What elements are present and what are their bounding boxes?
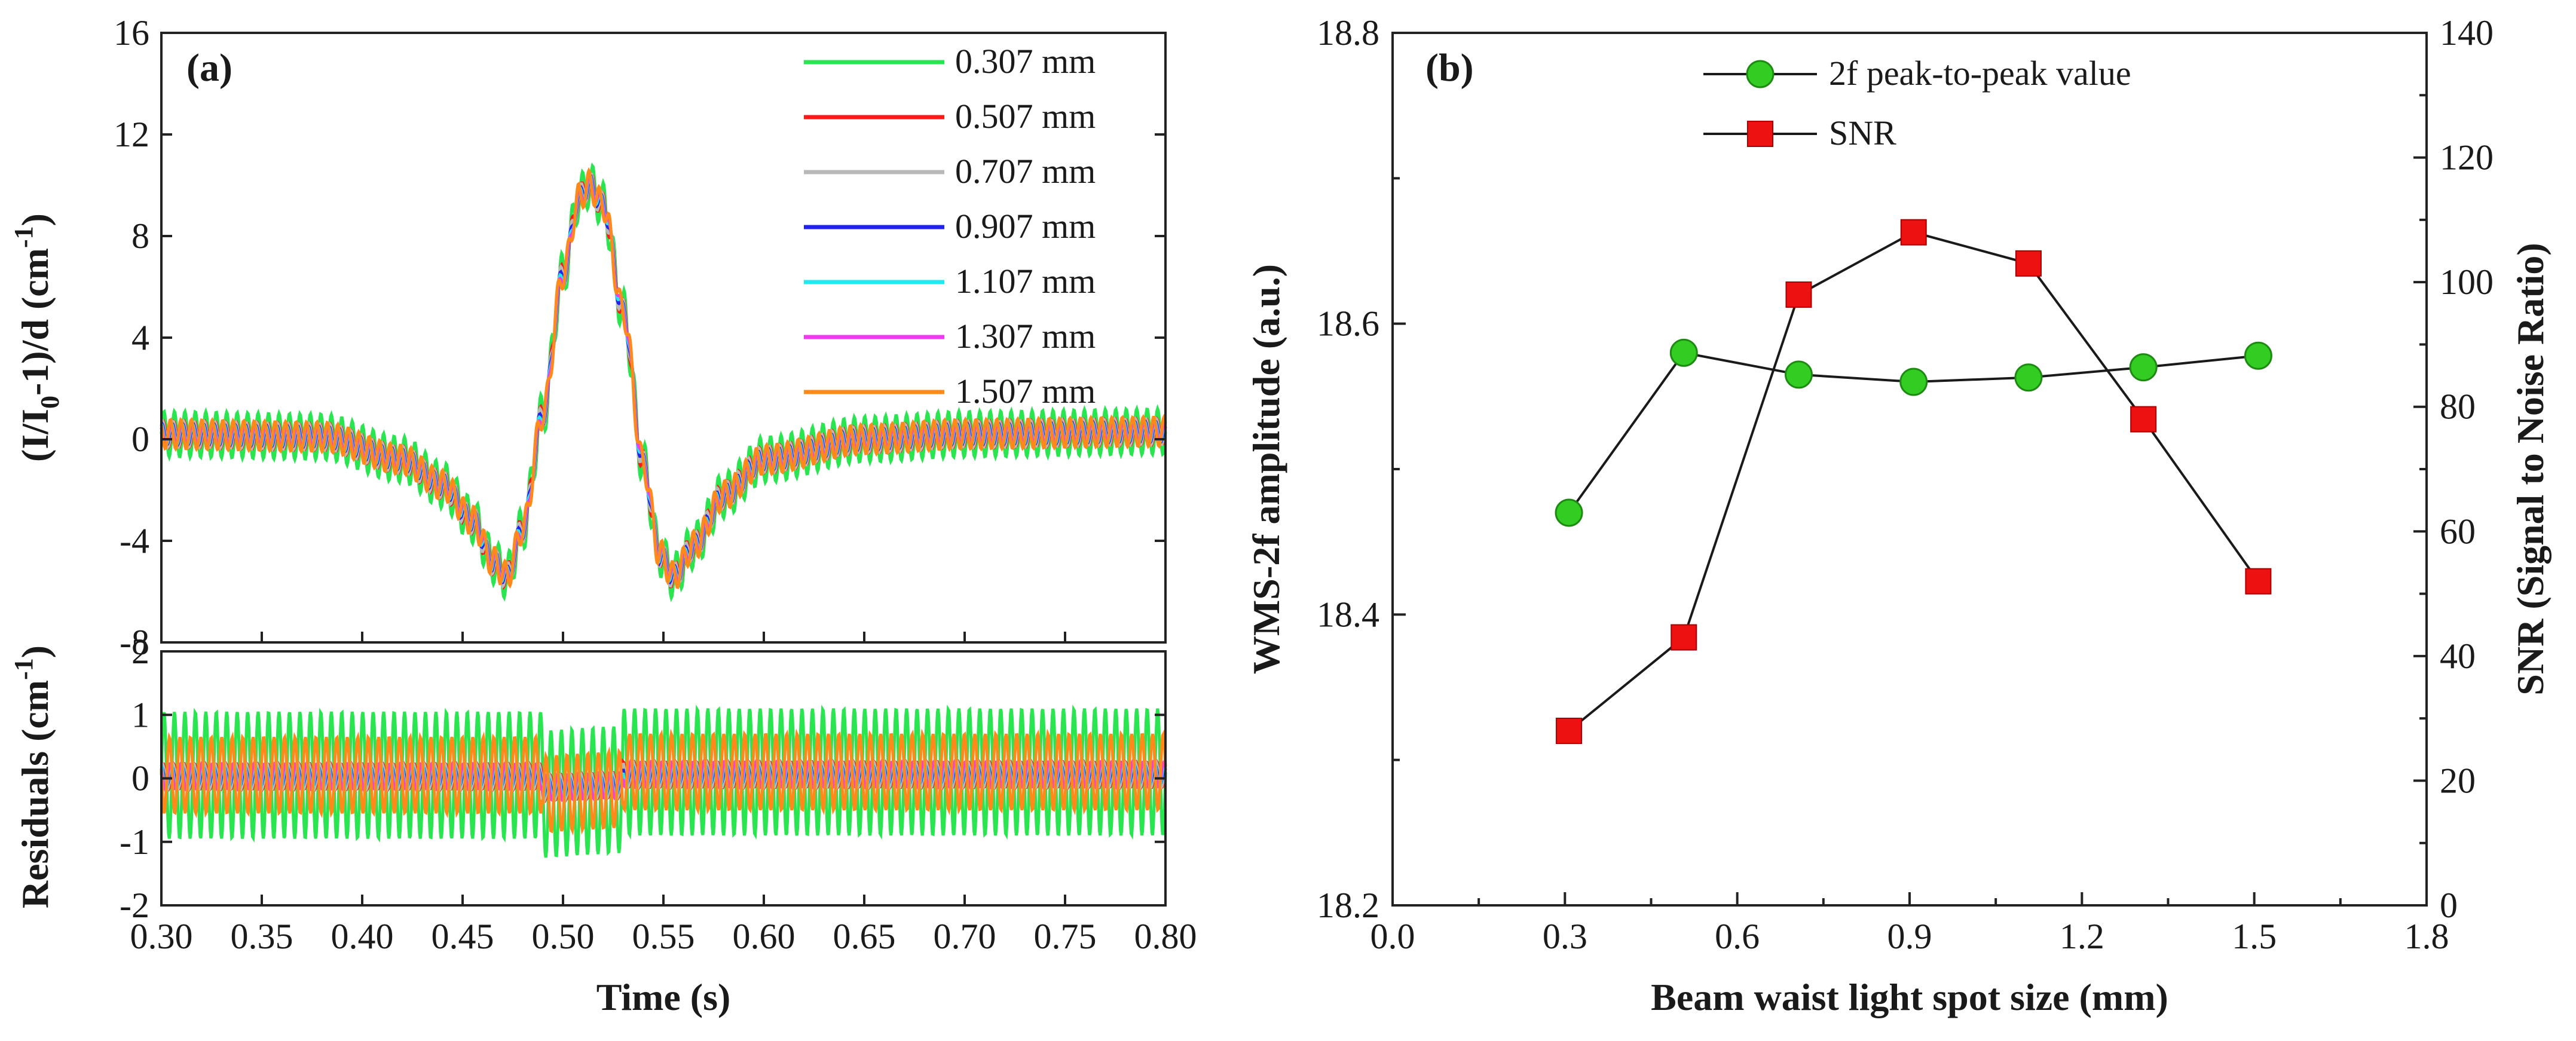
b-xtick-label: 0.9 (1887, 917, 1932, 956)
legend-marker-square (1747, 121, 1773, 147)
b-ytick-right-label: 40 (2440, 636, 2476, 676)
a-bottom-xtick-label: 0.35 (231, 917, 293, 956)
panel-a-top-series (160, 162, 1167, 602)
a-top-ytick-label: 4 (131, 318, 149, 357)
a-bottom-ytick-label: -2 (120, 886, 149, 925)
a-top-ytick-label: 8 (131, 216, 149, 256)
b-point-2f (2014, 363, 2043, 392)
b-point-snr (2015, 250, 2042, 277)
a-bottom-ytick-label: 1 (131, 695, 149, 734)
panel-a-legend: 0.307 mm 0.507 mm 0.707 mm 0.907 mm 1.107 mm… (804, 42, 1096, 411)
b-ytick-left-label: 18.8 (1317, 13, 1379, 53)
legend-label: 1.107 mm (955, 262, 1096, 301)
panel-b-xlabel: Beam waist light spot size (mm) (1651, 976, 2168, 1018)
panel-a-bottom-ylabel: Residuals (cm-1) (9, 645, 56, 908)
a-top-ytick-label: -4 (120, 521, 149, 561)
b-ytick-right-label: 20 (2440, 761, 2476, 800)
panel-b-legend: 2f peak-to-peak value SNR (1703, 54, 2131, 152)
b-point-2f (2244, 341, 2272, 370)
b-xtick-label: 1.2 (2060, 917, 2104, 956)
b-ytick-right-label: 0 (2440, 886, 2458, 925)
panel-a-xlabel: Time (s) (596, 976, 731, 1018)
b-point-snr (1785, 281, 1812, 308)
a-bottom-ytick-label: 0 (131, 759, 149, 798)
b-ytick-left-label: 18.2 (1317, 886, 1379, 925)
panel-b-ylabel-right: SNR (Signal to Noise Ratio) (2509, 243, 2551, 695)
a-bottom-xtick-label: 0.65 (833, 917, 896, 956)
panel-b-label: (b) (1425, 46, 1474, 90)
b-point-snr (1556, 718, 1583, 744)
b-point-snr (1900, 219, 1927, 246)
a-bottom-xtick-label: 0.75 (1034, 917, 1097, 956)
panel-a-bottom-series (160, 705, 1167, 858)
b-ytick-right-label: 60 (2440, 512, 2476, 551)
legend-label: SNR (1829, 114, 1896, 152)
b-ytick-right-label: 120 (2440, 138, 2494, 177)
legend-label: 0.307 mm (955, 42, 1096, 81)
b-ytick-right-label: 80 (2440, 387, 2476, 427)
a-bottom-series-line (160, 728, 1167, 836)
b-point-2f (1555, 498, 1583, 527)
b-point-2f (1785, 360, 1813, 389)
b-point-2f (1669, 338, 1698, 367)
panel-a-label: (a) (186, 46, 232, 90)
a-bottom-ytick-label: -1 (120, 822, 149, 862)
a-bottom-xtick-label: 0.40 (331, 917, 394, 956)
b-ytick-left-label: 18.4 (1317, 595, 1379, 634)
b-xtick-label: 1.5 (2232, 917, 2277, 956)
b-xtick-label: 1.8 (2404, 917, 2449, 956)
legend-label: 0.707 mm (955, 152, 1096, 191)
legend-label: 0.907 mm (955, 207, 1096, 246)
legend-label: 0.507 mm (955, 97, 1096, 136)
b-ytick-right-label: 140 (2440, 13, 2494, 53)
panel-a-top-ylabel: (I/I0-1)/d (cm-1) (9, 213, 65, 462)
a-bottom-xtick-label: 0.55 (632, 917, 695, 956)
a-bottom-xtick-label: 0.60 (733, 917, 796, 956)
legend-label: 2f peak-to-peak value (1829, 54, 2131, 93)
panel-b: 0.0 0.3 0.6 0.9 1.2 1.5 1.8 18.2 18.4 18.6 18.8 0… (1245, 13, 2551, 1018)
legend-label: 1.307 mm (955, 317, 1096, 356)
a-bottom-xtick-label: 0.70 (934, 917, 996, 956)
b-point-snr (2130, 406, 2157, 433)
b-xtick-label: 0.6 (1715, 917, 1760, 956)
a-top-ytick-label: 16 (114, 13, 149, 53)
panel-b-ylabel-left: WMS-2f amplitude (a.u.) (1245, 264, 1287, 674)
a-bottom-ytick-label: 2 (131, 632, 149, 671)
b-point-snr (1671, 624, 1697, 651)
panel-b-plot (1555, 219, 2272, 744)
a-bottom-xtick-label: 0.45 (432, 917, 494, 956)
b-ytick-left-label: 18.6 (1317, 304, 1379, 344)
b-xtick-label: 0.3 (1543, 917, 1587, 956)
panel-a-top: -8 -4 0 4 8 12 16 (a) (I/I0-1)/d (cm-1) 0.307 … (9, 13, 1167, 662)
a-bottom-xtick-label: 0.80 (1134, 917, 1197, 956)
a-bottom-xtick-label: 0.50 (532, 917, 595, 956)
b-point-snr (2245, 568, 2272, 595)
panel-a-bottom: -2 -1 0 1 2 0.30 0.35 0.40 0.45 0.50 0.55 0.60 0.65… (9, 632, 1197, 1018)
b-ytick-right-label: 100 (2440, 262, 2494, 302)
legend-label: 1.507 mm (955, 372, 1096, 411)
legend-marker-circle (1746, 60, 1775, 88)
a-bottom-xtick-label: 0.30 (130, 917, 193, 956)
b-point-2f (2129, 353, 2158, 382)
b-xtick-label: 0.0 (1370, 917, 1415, 956)
a-top-ytick-label: -8 (120, 623, 149, 662)
a-top-series-line (160, 167, 1167, 589)
b-point-2f (1899, 368, 1928, 396)
a-top-ytick-label: 12 (114, 115, 149, 154)
a-top-ytick-label: 0 (131, 420, 149, 459)
